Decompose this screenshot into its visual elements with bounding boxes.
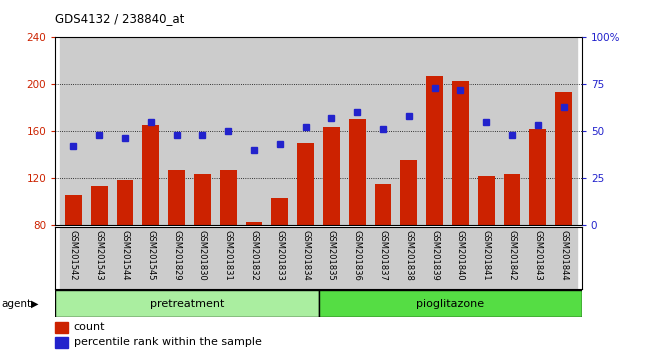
Text: pioglitazone: pioglitazone: [416, 298, 484, 309]
Bar: [55, 321, 68, 333]
Bar: [297, 143, 314, 225]
Text: GSM201833: GSM201833: [276, 230, 284, 280]
Text: GDS4132 / 238840_at: GDS4132 / 238840_at: [55, 12, 185, 25]
Bar: [241, 227, 267, 289]
Bar: [55, 290, 318, 317]
Bar: [555, 92, 572, 225]
Bar: [138, 227, 164, 289]
Bar: [426, 76, 443, 225]
Text: GSM201842: GSM201842: [508, 230, 517, 280]
Text: GSM201843: GSM201843: [534, 230, 542, 280]
Bar: [448, 227, 473, 289]
Bar: [142, 125, 159, 225]
Bar: [164, 37, 189, 225]
Text: GSM201542: GSM201542: [69, 230, 78, 280]
Text: GSM201844: GSM201844: [559, 230, 568, 280]
Bar: [267, 227, 292, 289]
Text: GSM201545: GSM201545: [146, 230, 155, 280]
Bar: [246, 222, 263, 225]
Bar: [374, 184, 391, 225]
Bar: [530, 129, 546, 225]
Text: GSM201829: GSM201829: [172, 230, 181, 280]
Bar: [215, 227, 241, 289]
Bar: [370, 227, 396, 289]
Text: GSM201543: GSM201543: [95, 230, 103, 280]
Bar: [112, 227, 138, 289]
Text: GSM201837: GSM201837: [378, 230, 387, 280]
Bar: [400, 160, 417, 225]
Bar: [267, 37, 292, 225]
Bar: [499, 37, 525, 225]
Bar: [318, 37, 344, 225]
Bar: [241, 37, 267, 225]
Bar: [60, 37, 86, 225]
Bar: [344, 37, 370, 225]
Bar: [370, 37, 396, 225]
Text: GSM201836: GSM201836: [353, 230, 361, 280]
Text: count: count: [73, 322, 105, 332]
Text: GSM201830: GSM201830: [198, 230, 207, 280]
Bar: [504, 175, 521, 225]
Bar: [215, 37, 241, 225]
Text: GSM201831: GSM201831: [224, 230, 233, 280]
Bar: [86, 227, 112, 289]
Bar: [189, 227, 215, 289]
Bar: [473, 37, 499, 225]
Text: GSM201832: GSM201832: [250, 230, 259, 280]
Bar: [318, 290, 582, 317]
Bar: [551, 227, 577, 289]
Bar: [272, 198, 288, 225]
Bar: [138, 37, 164, 225]
Bar: [220, 170, 237, 225]
Text: percentile rank within the sample: percentile rank within the sample: [73, 337, 261, 347]
Bar: [318, 227, 344, 289]
Bar: [91, 186, 107, 225]
Bar: [292, 227, 318, 289]
Text: GSM201840: GSM201840: [456, 230, 465, 280]
Text: GSM201834: GSM201834: [301, 230, 310, 280]
Bar: [164, 227, 189, 289]
Text: GSM201841: GSM201841: [482, 230, 491, 280]
Bar: [396, 227, 422, 289]
Bar: [344, 227, 370, 289]
Bar: [168, 170, 185, 225]
Bar: [116, 180, 133, 225]
Bar: [396, 37, 422, 225]
Bar: [525, 227, 551, 289]
Text: GSM201838: GSM201838: [404, 230, 413, 280]
Bar: [112, 37, 138, 225]
Bar: [323, 127, 340, 225]
Text: GSM201835: GSM201835: [327, 230, 336, 280]
Bar: [499, 227, 525, 289]
Bar: [478, 176, 495, 225]
Text: agent: agent: [1, 298, 31, 309]
Bar: [86, 37, 112, 225]
Bar: [422, 227, 448, 289]
Bar: [473, 227, 499, 289]
Bar: [292, 37, 318, 225]
Bar: [55, 337, 68, 348]
Bar: [525, 37, 551, 225]
Bar: [422, 37, 448, 225]
Bar: [448, 37, 473, 225]
Bar: [60, 227, 86, 289]
Bar: [349, 119, 365, 225]
Bar: [65, 195, 82, 225]
Bar: [194, 175, 211, 225]
Bar: [189, 37, 215, 225]
Bar: [452, 81, 469, 225]
Text: GSM201839: GSM201839: [430, 230, 439, 280]
Text: ▶: ▶: [31, 298, 39, 309]
Text: GSM201544: GSM201544: [120, 230, 129, 280]
Bar: [551, 37, 577, 225]
Text: pretreatment: pretreatment: [150, 298, 224, 309]
